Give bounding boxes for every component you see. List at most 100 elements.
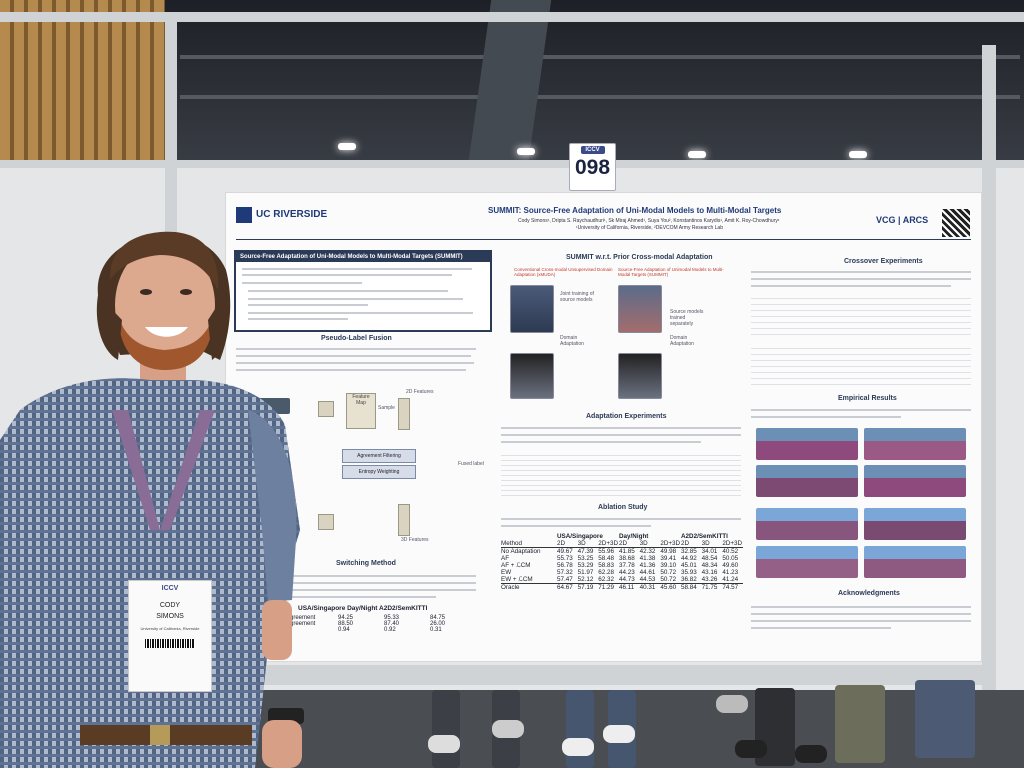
lanyard: [160, 410, 215, 530]
sneaker: [716, 695, 748, 713]
table-body: No Adaptation 49.67 47.39 55.96 41.85 42.32 49…: [501, 548, 743, 591]
table-cell: 44.53: [639, 576, 656, 583]
text-line: [286, 575, 476, 577]
empirical-section-title: Empirical Results: [838, 395, 897, 402]
result-image: [756, 546, 858, 578]
table-row: No Adaptation 49.67 47.39 55.96 41.85 42.32 49…: [501, 548, 743, 555]
table-header-cell: 2D+3D: [660, 540, 681, 547]
booth-number: 098: [574, 156, 611, 179]
table-row: Agreement 94.25 95.33 84.75: [286, 615, 446, 621]
text-line: [248, 290, 448, 292]
table-group-header: USA/Singapore Day/Night A2D2/SemKITTI: [557, 533, 728, 540]
research-poster: UC RIVERSIDE SUMMIT: Source-Free Adaptat…: [225, 192, 982, 662]
summary-box: Source-Free Adaptation of Uni-Modal Mode…: [234, 250, 492, 332]
text-line: [751, 278, 971, 280]
sneaker: [492, 720, 524, 738]
wooden-wall-panel: [0, 0, 165, 160]
header-divider: [236, 239, 971, 240]
person-leg: [566, 690, 594, 768]
table-cell: EW: [501, 569, 512, 576]
ceiling-light: [688, 151, 706, 158]
table-cell: 53.25: [577, 555, 594, 562]
sneaker: [735, 740, 767, 758]
table-cell: 56.78: [556, 562, 573, 569]
table-cell: 50.72: [660, 576, 677, 583]
badge-last-name: SIMONS: [156, 613, 184, 620]
sneaker: [795, 745, 827, 763]
table-cell: 41.36: [639, 562, 656, 569]
text-line: [248, 318, 348, 320]
lanyard: [112, 410, 160, 530]
feature-vector-block: [398, 398, 410, 430]
smile: [145, 327, 188, 337]
feature-vector-block: [398, 504, 410, 536]
prior-section-title: SUMMIT w.r.t. Prior Cross-modal Adaptati…: [566, 254, 713, 261]
table-cell: 41.38: [639, 555, 656, 562]
table-cell: 48.34: [701, 562, 718, 569]
crossover-section-title: Crossover Experiments: [844, 258, 923, 265]
sneaker: [562, 738, 594, 756]
table-cell: 45.01: [680, 562, 697, 569]
text-line: [236, 355, 471, 357]
table-header-cell: Method: [501, 540, 523, 547]
table-cell: 37.78: [618, 562, 635, 569]
table-cell: 44.23: [618, 569, 635, 576]
ceiling-light: [517, 148, 535, 155]
table-row: Agreement 88.50 87.40 26.00: [286, 621, 446, 627]
hair-side: [208, 292, 228, 360]
table-cell: 58.83: [598, 562, 615, 569]
beard: [118, 315, 214, 370]
text-line: [248, 312, 473, 314]
university-logo: UC RIVERSIDE: [256, 209, 328, 220]
table-cell: 44.73: [618, 576, 635, 583]
hair-side: [96, 295, 122, 360]
switching-table-header: USA/Singapore Day/Night A2D2/SemKITTI: [298, 605, 428, 612]
table-header-row: Method 2D 3D 2D+3D 2D 3D 2D+3D 2D 3D 2D+3D: [501, 540, 743, 548]
table-cell: 50.05: [722, 555, 739, 562]
prior-right-caption: Source-Free Adaptation of Unimodal Model…: [618, 267, 724, 277]
text-line: [751, 409, 971, 411]
result-image: [864, 508, 966, 540]
table-cell: 40.31: [639, 584, 656, 591]
text-line: [501, 427, 741, 429]
poster-title: SUMMIT: Source-Free Adaptation of Uni-Mo…: [488, 206, 782, 215]
table-cell: 57.19: [577, 584, 594, 591]
prior-left-caption: Conventional Cross-modal Unsupervised Do…: [514, 267, 613, 277]
booth-frame-bottom: [180, 665, 990, 685]
result-image: [864, 465, 966, 497]
poster-affiliations: ¹University of California, Riverside, ²D…: [576, 225, 723, 231]
table-cell: AF + ℒCM: [501, 562, 531, 569]
result-image: [756, 428, 858, 460]
booth-frame-top: [0, 12, 1024, 22]
text-line: [286, 589, 476, 591]
table-header-cell: 3D: [577, 540, 586, 547]
text-line: [236, 348, 476, 350]
table-cell: 42.32: [639, 548, 656, 555]
table-row: Oracle 64.67 57.19 71.29 46.11 40.31 45.60 58.8…: [501, 583, 743, 591]
person-leg: [432, 690, 460, 768]
ceiling-truss: [180, 55, 1020, 59]
domain-adaptation-label: Domain Adaptation: [670, 335, 694, 347]
result-image: [756, 508, 858, 540]
table-row: EW + ℒCM 57.47 52.12 62.32 44.73 44.53 50.72 36…: [501, 576, 743, 583]
qr-code-icon: [942, 209, 970, 237]
table-row: EW 57.32 51.97 62.28 44.23 44.61 50.72 35.93 43.…: [501, 569, 743, 576]
crossover-table: [751, 343, 971, 388]
booth-number-tag: ICCV 098: [569, 143, 616, 191]
encoder-block: [318, 401, 334, 417]
sneaker: [603, 725, 635, 743]
table-cell: 71.75: [701, 584, 718, 591]
table-cell: 62.32: [598, 576, 615, 583]
joint-training-label: Joint training of source models: [560, 291, 594, 303]
lab-logo: VCG | ARCS: [876, 215, 929, 225]
table-cell: 44.92: [680, 555, 697, 562]
table-cell: 43.16: [701, 569, 718, 576]
text-line: [242, 282, 362, 284]
belt-buckle: [150, 725, 170, 745]
table-cell: 52.12: [577, 576, 594, 583]
encoder-block: [318, 514, 334, 530]
text-line: [242, 274, 452, 276]
table-header-cell: 2D+3D: [598, 540, 619, 547]
face: [115, 243, 215, 367]
fused-label-text: Fused label: [458, 461, 484, 467]
